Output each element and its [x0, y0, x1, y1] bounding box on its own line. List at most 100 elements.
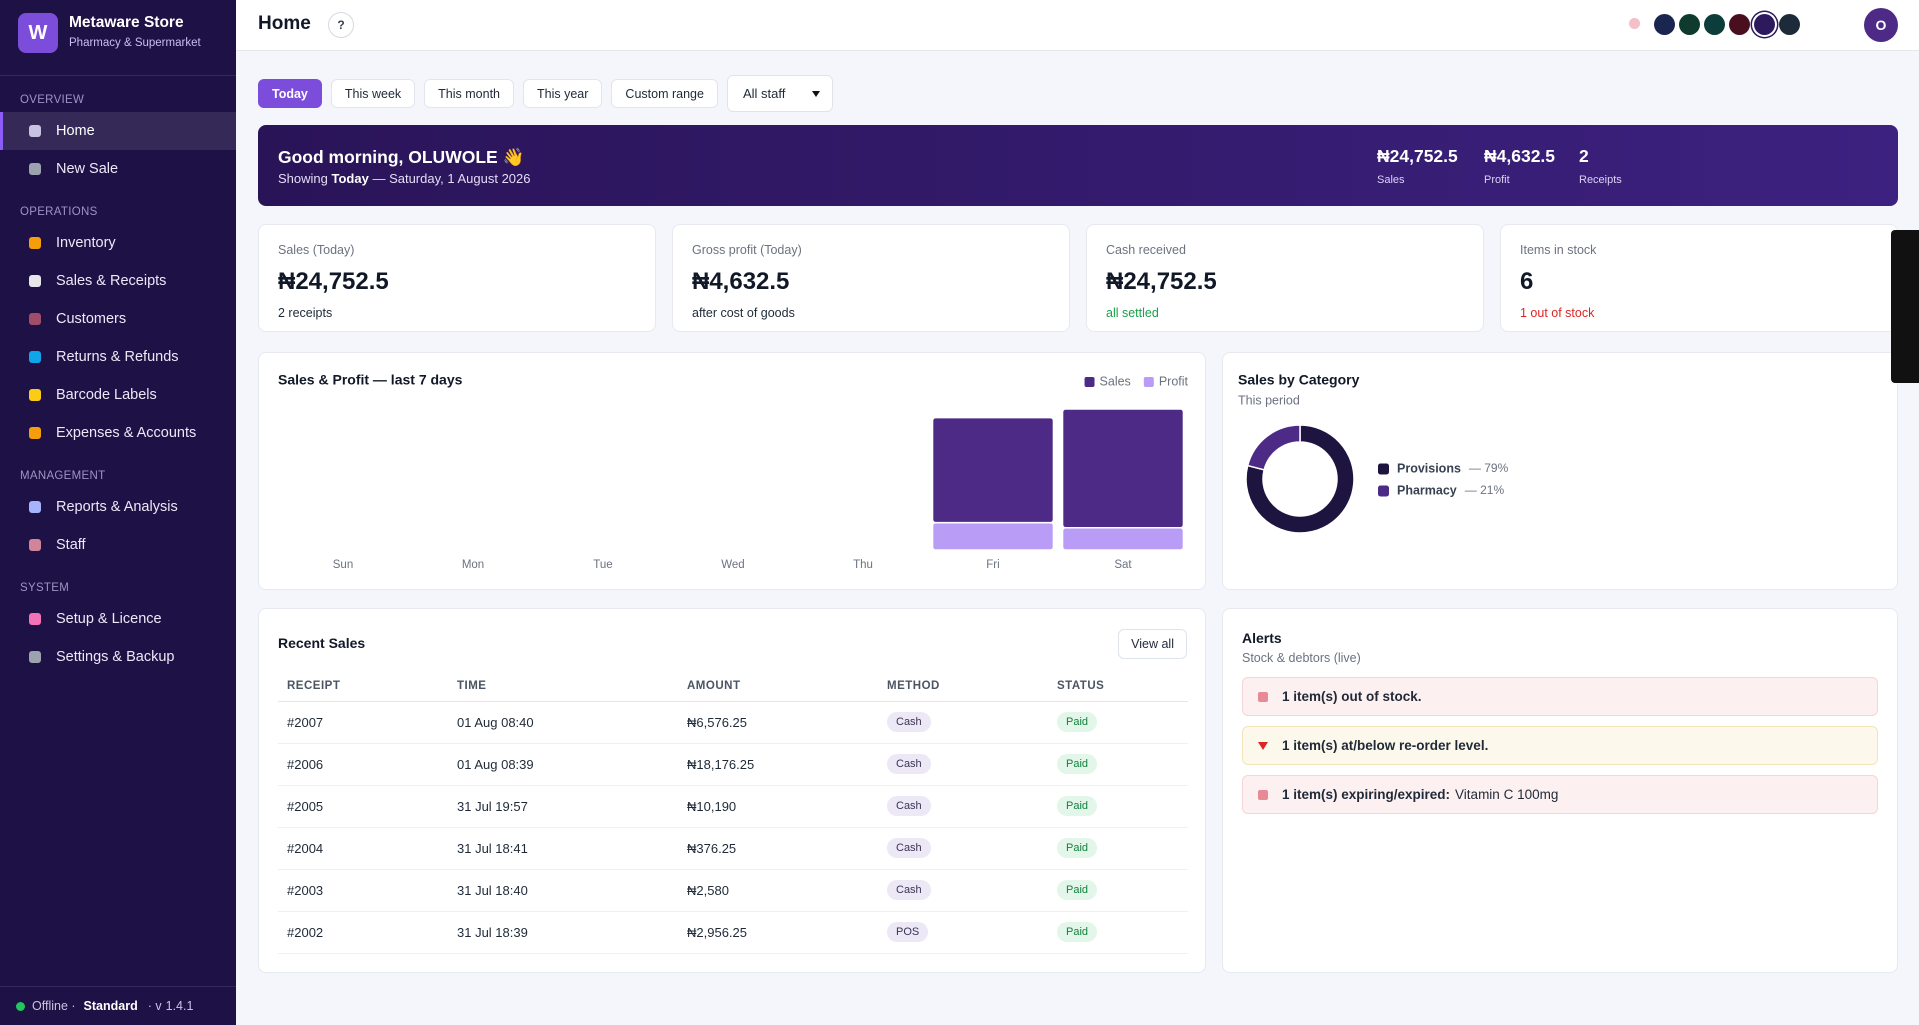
- cell-text: #2004: [287, 840, 324, 856]
- view-all-button[interactable]: View all: [1118, 629, 1187, 659]
- staff-select[interactable]: All staff: [726, 75, 833, 112]
- nav-item[interactable]: Sales & Receipts: [0, 262, 236, 300]
- cell-text: ₦6,576.25: [687, 714, 747, 730]
- cell: ₦18,176.25: [678, 743, 878, 786]
- filter-button[interactable]: Today: [258, 79, 322, 108]
- legend-value: — 79%: [1469, 461, 1509, 475]
- cell: Paid: [1048, 827, 1188, 870]
- filter-button[interactable]: This week: [330, 79, 416, 108]
- method-pill: Cash: [887, 880, 931, 900]
- status-pill: Paid: [1057, 712, 1098, 732]
- cell-text: #2005: [287, 798, 324, 814]
- nav-item[interactable]: Staff: [0, 526, 236, 564]
- filters: Today This week This month This year Custom …: [258, 75, 1898, 112]
- filter-button[interactable]: This year: [523, 79, 603, 108]
- recent-sales-card: Recent Sales View all RECEIPT TIME AMOUNT M…: [258, 608, 1206, 973]
- alert[interactable]: 1 item(s) out of stock.: [1242, 677, 1878, 716]
- nav-section: OVERVIEW Home New Sale: [0, 76, 236, 188]
- cell: Cash: [878, 869, 1048, 912]
- column-header: METHOD: [878, 672, 1048, 702]
- nav-item[interactable]: Inventory: [0, 224, 236, 262]
- date: — Saturday, 1 August 2026: [372, 171, 531, 186]
- nav-icon: [29, 501, 41, 513]
- theme-swatch[interactable]: [1704, 14, 1725, 35]
- status-pill: Paid: [1057, 880, 1098, 900]
- nav-item[interactable]: Setup & Licence: [0, 600, 236, 638]
- kpi-card: Gross profit (Today) ₦4,632.5 after cost o…: [672, 224, 1070, 332]
- column-header: AMOUNT: [678, 672, 878, 702]
- theme-icon[interactable]: [1629, 18, 1640, 29]
- nav-section-title: OPERATIONS: [20, 206, 98, 218]
- nav-label: Staff: [56, 537, 86, 553]
- banner-stat-value: 2: [1579, 146, 1589, 166]
- theme-swatch[interactable]: [1754, 14, 1775, 35]
- column-header: RECEIPT: [278, 672, 448, 702]
- theme-swatch[interactable]: [1729, 14, 1750, 35]
- kpi-note: 2 receipts: [278, 306, 333, 320]
- nav-icon: [29, 539, 41, 551]
- sale-row[interactable]: #2004 31 Jul 18:41 ₦376.25 Cash Paid: [278, 827, 1188, 870]
- filter-button[interactable]: Custom range: [611, 79, 718, 108]
- nav-item[interactable]: New Sale: [0, 150, 236, 188]
- sale-row[interactable]: #2003 31 Jul 18:40 ₦2,580 Cash Paid: [278, 869, 1188, 912]
- chart: Sales & Profit — last 7 days Profit Sales S…: [278, 372, 1189, 571]
- nav-label: Settings & Backup: [56, 649, 175, 665]
- column-header: TIME: [448, 672, 678, 702]
- alerts-card: Alerts Stock & debtors (live) 1 item(s) …: [1222, 608, 1898, 973]
- nav-section: OPERATIONS Inventory Sales & Receipts Custo…: [0, 188, 236, 452]
- sale-row[interactable]: #2002 31 Jul 18:39 ₦2,956.25 POS Paid: [278, 911, 1188, 954]
- staff-select-value: All staff: [742, 86, 786, 101]
- nav-section-title: OVERVIEW: [20, 94, 85, 106]
- theme-swatch[interactable]: [1679, 14, 1700, 35]
- theme-swatch[interactable]: [1654, 14, 1675, 35]
- status-pill: Paid: [1057, 796, 1098, 816]
- banner-stat: 2 Receipts: [1579, 146, 1622, 186]
- x-tick-label: Sun: [333, 559, 353, 571]
- legend-label: Sales: [1100, 374, 1131, 388]
- cell: 01 Aug 08:40: [448, 701, 678, 744]
- cell: POS: [878, 911, 1048, 954]
- nav-item[interactable]: Barcode Labels: [0, 376, 236, 414]
- cell: #2005: [278, 785, 448, 828]
- alert[interactable]: 1 item(s) at/below re-order level.: [1242, 726, 1878, 765]
- theme-swatch[interactable]: [1779, 14, 1800, 35]
- cell: 31 Jul 18:39: [448, 911, 678, 954]
- greeting: Good morning, OLUWOLE 👋: [278, 147, 525, 167]
- alert-text: 1 item(s) out of stock.: [1282, 689, 1422, 704]
- cell: #2007: [278, 701, 448, 744]
- banner-stat-label: Receipts: [1579, 174, 1622, 186]
- sale-row[interactable]: #2005 31 Jul 19:57 ₦10,190 Cash Paid: [278, 785, 1188, 828]
- nav-label: Setup & Licence: [56, 611, 162, 627]
- recent-sales-title: Recent Sales: [278, 635, 366, 651]
- cell-text: 31 Jul 19:57: [457, 798, 528, 814]
- bar-chart-card: Sales & Profit — last 7 days Profit Sales S…: [258, 352, 1206, 590]
- alert[interactable]: 1 item(s) expiring/expired: Vitamin C 100…: [1242, 775, 1878, 814]
- status: Offline ·: [32, 999, 76, 1013]
- floating-toolbar[interactable]: [1891, 230, 1919, 383]
- sale-row[interactable]: #2006 01 Aug 08:39 ₦18,176.25 Cash Paid: [278, 743, 1188, 786]
- legend-label: Pharmacy: [1397, 483, 1457, 497]
- nav-item[interactable]: Expenses & Accounts: [0, 414, 236, 452]
- brand-name: Metaware Store: [69, 14, 184, 31]
- cell-text: ₦18,176.25: [687, 756, 755, 772]
- nav-item[interactable]: Reports & Analysis: [0, 488, 236, 526]
- chart-title: Sales & Profit — last 7 days: [278, 372, 463, 388]
- version-prefix: · v: [147, 999, 162, 1013]
- nav-item[interactable]: Settings & Backup: [0, 638, 236, 676]
- nav-icon: [29, 613, 41, 625]
- sale-row[interactable]: #2007 01 Aug 08:40 ₦6,576.25 Cash Paid: [278, 701, 1188, 744]
- filter-button[interactable]: This month: [424, 79, 515, 108]
- bar: [931, 521, 1055, 551]
- cell: Paid: [1048, 869, 1188, 912]
- kpi-card: Items in stock 6 1 out of stock: [1500, 224, 1898, 332]
- nav-label: New Sale: [56, 161, 119, 177]
- avatar[interactable]: O: [1864, 8, 1898, 42]
- help-button[interactable]: ?: [328, 12, 354, 38]
- sales-table: RECEIPT TIME AMOUNT METHOD STATUS #2007 01 Aug…: [278, 672, 1188, 954]
- banner-stat-label: Profit: [1484, 174, 1510, 186]
- nav-item[interactable]: Customers: [0, 300, 236, 338]
- nav-item[interactable]: Returns & Refunds: [0, 338, 236, 376]
- nav-item[interactable]: Home: [0, 112, 236, 150]
